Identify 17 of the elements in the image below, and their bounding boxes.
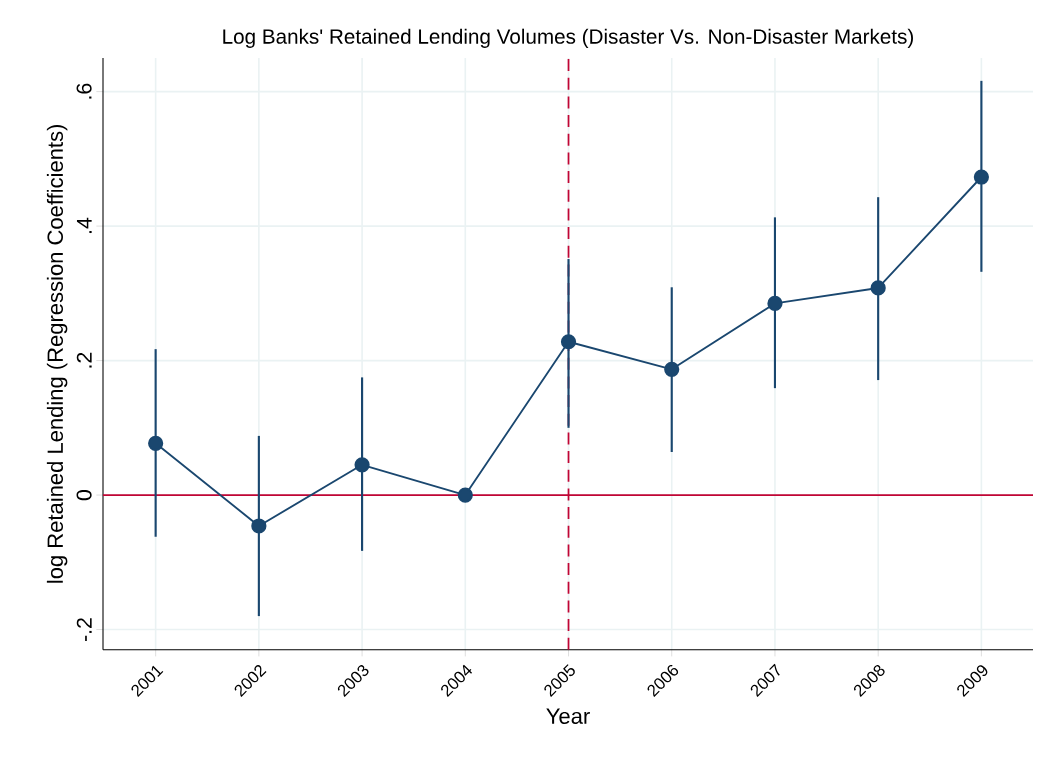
point xyxy=(870,280,886,296)
y-tick-label: .2 xyxy=(76,352,92,368)
y-tick-label: .4 xyxy=(76,217,92,234)
point xyxy=(560,334,577,350)
y-tick-label: .6 xyxy=(76,83,92,99)
point xyxy=(354,457,370,473)
point xyxy=(457,487,473,503)
point xyxy=(664,361,680,377)
point xyxy=(251,518,267,534)
y-tick-label: -.2 xyxy=(76,618,92,642)
chart-title: Log Banks' Retained Lending Volumes (Disaster Vs. Non-Disaster Markets) xyxy=(223,28,913,48)
point xyxy=(148,435,164,451)
x-axis-title: Year xyxy=(546,708,590,724)
point xyxy=(973,169,989,185)
y-tick-label: 0 xyxy=(76,489,92,501)
point xyxy=(767,295,783,312)
y-axis-title: log Retained Lending (Regression Coefficients) xyxy=(46,124,68,583)
